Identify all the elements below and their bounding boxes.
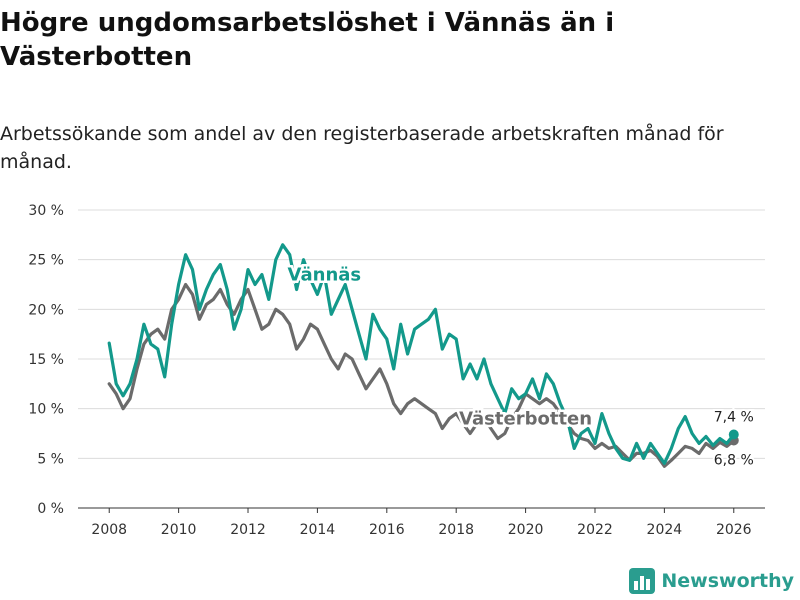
newsworthy-logo: Newsworthy — [629, 568, 794, 594]
x-tick-label: 2012 — [230, 522, 266, 538]
series-label: Vännäs — [288, 265, 362, 286]
y-tick-label: 25 % — [28, 253, 64, 269]
line-chart: 0 % 5 % 10 % 15 % 20 % 25 % 30 % 2008 2010 2012 20… — [28, 203, 765, 538]
end-value-label: 6,8 % — [714, 452, 754, 468]
y-tick-label: 10 % — [28, 402, 64, 418]
x-tick-label: 2014 — [300, 522, 336, 538]
series-line-västerbotten — [107, 282, 736, 468]
x-tick-label: 2018 — [438, 522, 474, 538]
y-tick-label: 0 % — [37, 501, 64, 517]
series-end-point — [728, 429, 739, 440]
y-tick-label: 15 % — [28, 352, 64, 368]
x-tick-label: 2024 — [647, 522, 683, 538]
chart-subtitle: Arbetssökande som andel av den registerb… — [0, 123, 724, 173]
x-tick-label: 2008 — [91, 522, 127, 538]
x-tick-label: 2016 — [369, 522, 405, 538]
y-tick-label: 30 % — [28, 203, 64, 219]
chart-title: Högre ungdomsarbetslöshet i Vännäs än i … — [0, 8, 615, 72]
series-label: Västerbotten — [459, 409, 592, 430]
x-tick-label: 2020 — [508, 522, 544, 538]
brand-name: Newsworthy — [661, 570, 794, 592]
x-tick-label: 2010 — [161, 522, 197, 538]
x-tick-label: 2026 — [716, 522, 752, 538]
y-tick-label: 20 % — [28, 302, 64, 318]
end-value-label: 7,4 % — [714, 409, 754, 425]
bar-chart-icon — [629, 568, 656, 594]
x-tick-label: 2022 — [577, 522, 613, 538]
y-tick-label: 5 % — [37, 451, 64, 467]
series-line-vännäs — [107, 243, 736, 465]
